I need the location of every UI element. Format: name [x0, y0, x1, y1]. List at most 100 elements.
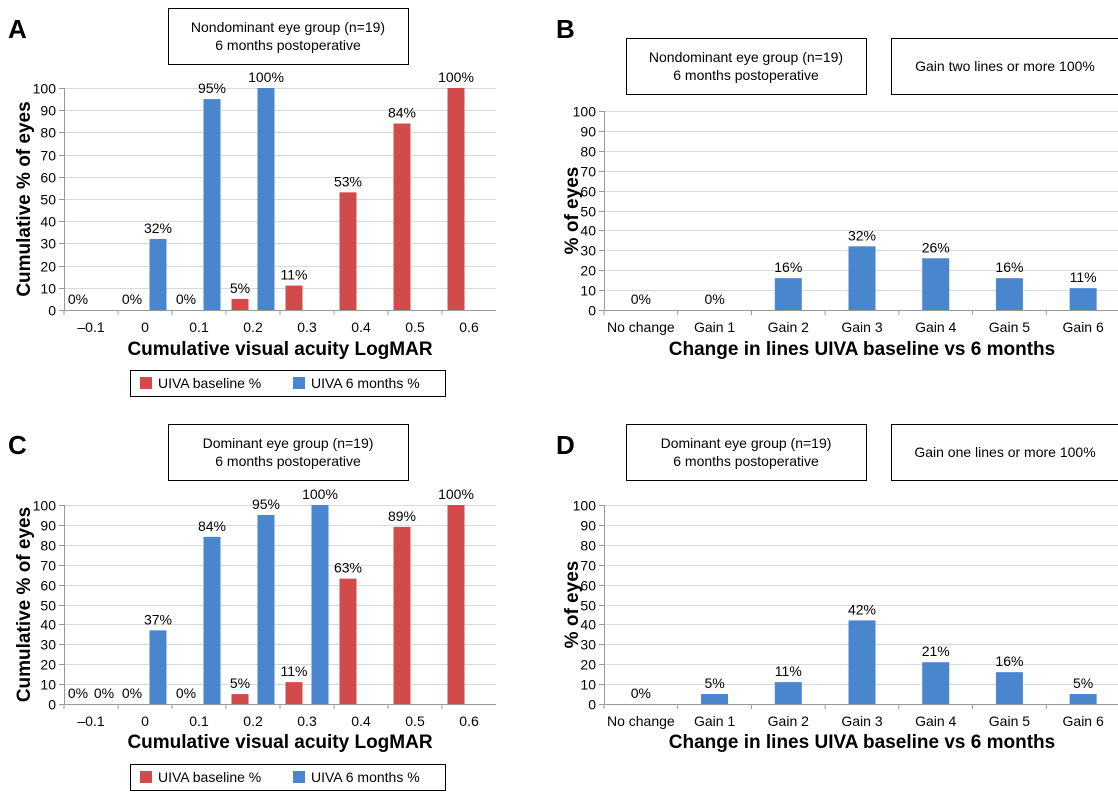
x-axis-title: Cumulative visual acuity LogMAR	[127, 732, 432, 753]
x-axis-title: Change in lines UIVA baseline vs 6 month…	[669, 339, 1055, 360]
info-box	[168, 8, 409, 65]
data-label: 11%	[775, 663, 802, 679]
x-tick-label: 0.2	[243, 319, 263, 335]
x-tick-label: 0.2	[243, 713, 263, 729]
y-tick-label: 0	[588, 697, 596, 713]
panel-letter: B	[556, 14, 575, 44]
y-tick-label: 70	[40, 148, 56, 164]
y-tick-label: 10	[580, 283, 596, 299]
y-tick-label: 40	[40, 214, 56, 230]
info-box-text: Nondominant eye group (n=19)	[191, 19, 385, 35]
y-tick-label: 10	[580, 677, 596, 693]
legend-swatch	[140, 771, 152, 783]
y-tick-label: 60	[40, 578, 56, 594]
x-tick-label: Gain 6	[1063, 319, 1104, 335]
bar	[339, 578, 357, 704]
info-box-text: Gain two lines or more 100%	[915, 58, 1095, 74]
data-label: 37%	[144, 611, 172, 627]
bar	[203, 536, 221, 704]
legend-swatch	[140, 377, 152, 389]
y-tick-label: 10	[40, 281, 56, 297]
data-label: 95%	[198, 80, 226, 96]
x-tick-label: Gain 1	[694, 713, 735, 729]
data-label: 32%	[848, 227, 876, 243]
x-tick-label: 0.4	[351, 319, 371, 335]
info-box-text: Dominant eye group (n=19)	[203, 435, 374, 451]
bar	[922, 258, 950, 310]
x-tick-label: 0.1	[189, 713, 209, 729]
y-tick-label: 30	[580, 243, 596, 259]
data-label: 100%	[248, 69, 284, 85]
x-tick-label: 0.6	[459, 319, 479, 335]
data-label: 100%	[302, 486, 338, 502]
y-tick-label: 70	[580, 164, 596, 180]
y-tick-label: 90	[580, 518, 596, 534]
chart-panel-c: C Dominant eye group (n=19) 6 months posto…	[8, 424, 496, 791]
x-tick-label: No change	[607, 713, 675, 729]
data-label: 100%	[438, 69, 474, 85]
x-tick-label: 0.1	[189, 319, 209, 335]
data-label: 16%	[995, 259, 1023, 275]
legend-box	[130, 370, 446, 397]
x-tick-label: Gain 5	[989, 713, 1030, 729]
y-tick-label: 40	[40, 617, 56, 633]
y-axis-title: % of eyes	[562, 561, 583, 649]
chart-panel-b: B Nondominant eye group (n=19) 6 months po…	[556, 14, 1118, 360]
data-label: 26%	[922, 239, 950, 255]
y-tick-label: 30	[580, 637, 596, 653]
y-tick-label: 80	[580, 144, 596, 160]
data-label: 0%	[704, 291, 724, 307]
x-tick-label: Gain 2	[768, 713, 809, 729]
y-tick-label: 60	[580, 184, 596, 200]
y-tick-label: 0	[48, 697, 56, 713]
x-tick-label: Gain 3	[841, 713, 882, 729]
bar	[701, 694, 729, 704]
data-label: 5%	[1073, 675, 1093, 691]
y-tick-label: 0	[588, 303, 596, 319]
x-tick-label: –0.1	[77, 319, 104, 335]
bar	[848, 620, 876, 704]
y-tick-label: 20	[40, 657, 56, 673]
data-label: 11%	[281, 267, 308, 283]
panel-letter: C	[8, 430, 27, 460]
bar	[285, 285, 303, 310]
legend-entry: UIVA 6 months %	[311, 375, 420, 391]
legend-entry: UIVA baseline %	[158, 375, 261, 391]
y-tick-label: 30	[40, 236, 56, 252]
panel-letter: D	[556, 430, 575, 460]
y-tick-label: 30	[40, 637, 56, 653]
bar	[995, 278, 1023, 310]
data-label: 0%	[122, 685, 142, 701]
bar	[393, 526, 411, 704]
y-axis-title: Cumulative % of eyes	[14, 507, 35, 702]
y-tick-label: 60	[40, 170, 56, 186]
y-tick-label: 20	[580, 263, 596, 279]
data-label: 16%	[774, 259, 802, 275]
y-tick-label: 40	[580, 223, 596, 239]
data-label: 0%	[176, 685, 196, 701]
y-tick-label: 10	[40, 677, 56, 693]
x-tick-label: 0.4	[351, 713, 371, 729]
y-tick-label: 20	[580, 657, 596, 673]
info-box	[626, 424, 867, 481]
chart-panel-d: D Dominant eye group (n=19) 6 months posto…	[556, 424, 1118, 753]
data-label: 0%	[631, 685, 651, 701]
x-tick-label: Gain 4	[915, 713, 956, 729]
data-label: 0%	[94, 685, 114, 701]
x-tick-label: Gain 1	[694, 319, 735, 335]
x-tick-label: Gain 6	[1063, 713, 1104, 729]
bar	[231, 298, 249, 310]
bar	[774, 278, 802, 310]
bar	[774, 682, 802, 704]
x-tick-label: 0.5	[405, 319, 425, 335]
bar	[285, 682, 303, 704]
data-label: 53%	[334, 173, 362, 189]
bar	[1069, 694, 1097, 704]
bar	[231, 694, 249, 704]
x-tick-label: Gain 4	[915, 319, 956, 335]
info-box-text: Nondominant eye group (n=19)	[649, 49, 843, 65]
y-tick-label: 100	[33, 81, 57, 97]
x-tick-label: Gain 3	[841, 319, 882, 335]
data-label: 63%	[334, 560, 362, 576]
